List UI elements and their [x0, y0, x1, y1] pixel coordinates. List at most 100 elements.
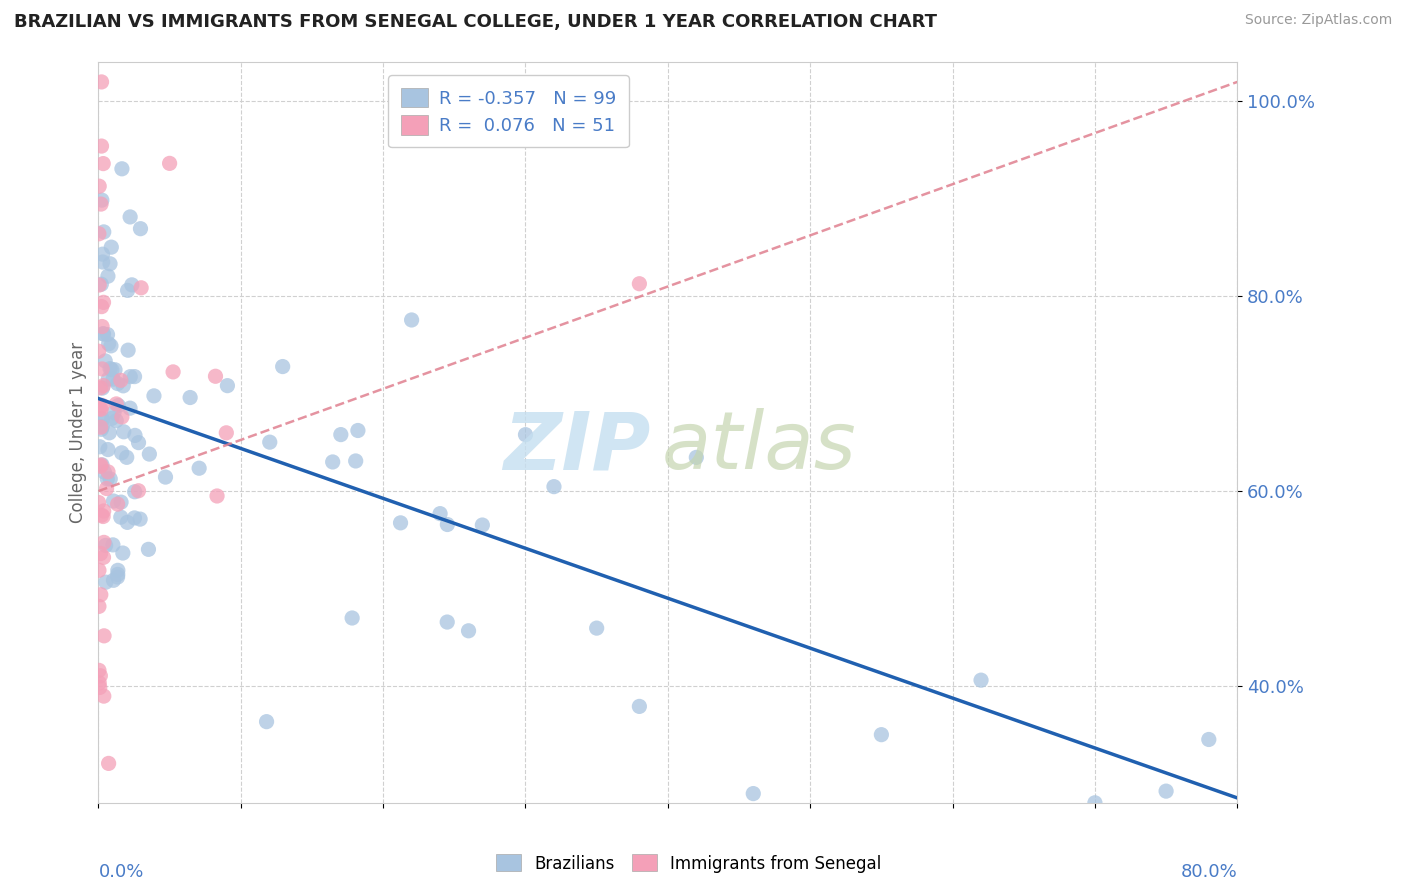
Point [129, 221, 152, 235]
Point [118, 401, 141, 416]
Point [870, 728, 893, 742]
Point [93, 535, 115, 549]
Point [90, 508, 112, 523]
Point [515, 427, 537, 442]
Point [389, 516, 412, 530]
Point [103, 574, 125, 588]
Point [89, 278, 111, 293]
Point [103, 494, 125, 508]
Point [742, 787, 765, 801]
Text: atlas: atlas [662, 409, 856, 486]
Point [91, 319, 114, 334]
Point [1084, 796, 1107, 810]
Point [204, 369, 226, 384]
Point [117, 284, 139, 298]
Point [91, 509, 114, 524]
Point [129, 281, 152, 295]
Point [91, 419, 114, 434]
Point [87, 495, 110, 509]
Point [97, 442, 120, 457]
Legend: Brazilians, Immigrants from Senegal: Brazilians, Immigrants from Senegal [489, 847, 889, 880]
Point [97, 756, 120, 771]
Point [120, 369, 142, 384]
Point [111, 409, 134, 424]
Point [124, 428, 146, 442]
Point [457, 624, 479, 638]
Point [103, 405, 125, 419]
Point [90, 411, 112, 425]
Point [142, 389, 165, 403]
Point [91, 458, 114, 472]
Legend: R = -0.357   N = 99, R =  0.076   N = 51: R = -0.357 N = 99, R = 0.076 N = 51 [388, 75, 628, 147]
Point [107, 567, 129, 582]
Point [100, 411, 122, 425]
Point [347, 424, 370, 438]
Point [127, 483, 149, 498]
Point [91, 156, 114, 170]
Point [91, 326, 114, 341]
Point [124, 369, 146, 384]
Point [205, 489, 228, 503]
Point [401, 313, 423, 327]
Point [112, 425, 135, 439]
Point [98, 425, 121, 440]
Point [340, 611, 363, 625]
Point [329, 427, 352, 442]
Point [115, 450, 138, 465]
Point [124, 484, 146, 499]
Point [344, 454, 367, 468]
Point [93, 378, 115, 392]
Point [124, 511, 146, 525]
Point [90, 197, 112, 211]
Point [256, 714, 278, 729]
Point [121, 277, 143, 292]
Point [101, 363, 124, 377]
Point [112, 379, 135, 393]
Point [101, 372, 124, 386]
Point [105, 414, 128, 428]
Point [87, 664, 110, 678]
Point [98, 472, 121, 486]
Point [91, 255, 114, 269]
Point [138, 542, 160, 557]
Point [543, 480, 565, 494]
Point [93, 504, 115, 518]
Point [89, 459, 111, 474]
Point [96, 482, 118, 496]
Point [129, 512, 152, 526]
Point [87, 563, 110, 577]
Point [89, 676, 111, 690]
Point [188, 461, 211, 475]
Point [91, 412, 114, 426]
Point [91, 362, 114, 376]
Point [93, 295, 115, 310]
Point [104, 363, 127, 377]
Point [585, 621, 607, 635]
Point [97, 465, 120, 479]
Text: BRAZILIAN VS IMMIGRANTS FROM SENEGAL COLLEGE, UNDER 1 YEAR CORRELATION CHART: BRAZILIAN VS IMMIGRANTS FROM SENEGAL COL… [14, 13, 936, 31]
Point [94, 538, 117, 552]
Point [271, 359, 294, 374]
Point [1154, 784, 1177, 798]
Point [89, 440, 111, 454]
Point [96, 472, 118, 486]
Point [93, 225, 115, 239]
Point [217, 378, 239, 392]
Point [98, 361, 121, 376]
Point [89, 381, 111, 395]
Point [120, 210, 142, 224]
Point [93, 629, 115, 643]
Point [90, 458, 112, 472]
Point [128, 435, 150, 450]
Point [111, 161, 134, 176]
Point [138, 447, 160, 461]
Point [94, 354, 117, 368]
Point [91, 398, 114, 412]
Point [107, 497, 129, 511]
Point [107, 376, 129, 391]
Point [117, 343, 139, 358]
Point [89, 401, 111, 416]
Point [159, 156, 181, 170]
Point [162, 365, 184, 379]
Point [110, 495, 132, 509]
